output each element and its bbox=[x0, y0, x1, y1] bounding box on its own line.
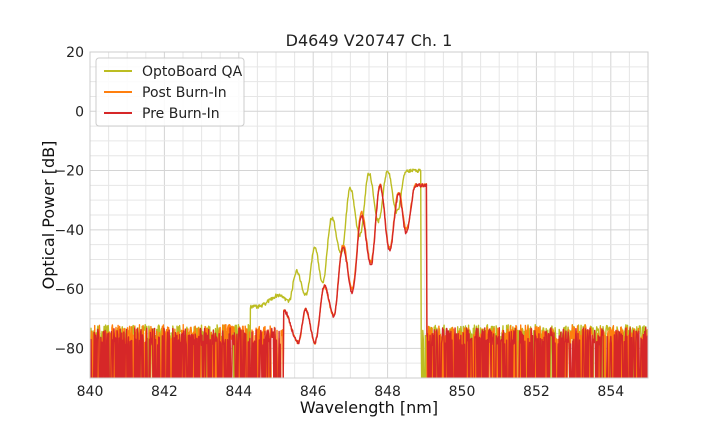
legend-box bbox=[95, 57, 245, 127]
x-tick-label: 844 bbox=[225, 384, 252, 400]
y-axis-title: Optical Power [dB] bbox=[39, 141, 58, 290]
x-tick-label: 840 bbox=[77, 384, 104, 400]
y-tick-label: −20 bbox=[54, 164, 84, 180]
legend-label-pre-burn-in: Pre Burn-In bbox=[142, 106, 220, 122]
legend-label-post-burn-in: Post Burn-In bbox=[142, 85, 227, 101]
legend-label-optoboard-qa: OptoBoard QA bbox=[142, 64, 243, 80]
x-axis-title: Wavelength [nm] bbox=[300, 398, 438, 417]
x-tick-label: 850 bbox=[449, 384, 476, 400]
x-tick-labels: 840 842 844 846 848 850 852 854 bbox=[77, 384, 625, 400]
y-tick-label: 0 bbox=[75, 104, 84, 120]
legend: OptoBoard QA Post Burn-In Pre Burn-In bbox=[95, 57, 245, 127]
y-tick-labels: 20 0 −20 −40 −60 −80 bbox=[54, 45, 84, 357]
series-layer bbox=[90, 168, 648, 378]
x-tick-label: 852 bbox=[523, 384, 550, 400]
x-tick-label: 842 bbox=[151, 384, 178, 400]
x-tick-label: 846 bbox=[300, 384, 327, 400]
y-tick-label: 20 bbox=[66, 45, 84, 61]
y-tick-label: −60 bbox=[54, 282, 84, 298]
plot-frame bbox=[89, 51, 649, 379]
x-tick-label: 848 bbox=[374, 384, 401, 400]
x-tick-label: 854 bbox=[597, 384, 624, 400]
y-tick-label: −80 bbox=[54, 341, 84, 357]
y-tick-label: −40 bbox=[54, 223, 84, 239]
chart-title: D4649 V20747 Ch. 1 bbox=[286, 31, 453, 50]
series-line-pre-burn-in bbox=[90, 183, 648, 378]
